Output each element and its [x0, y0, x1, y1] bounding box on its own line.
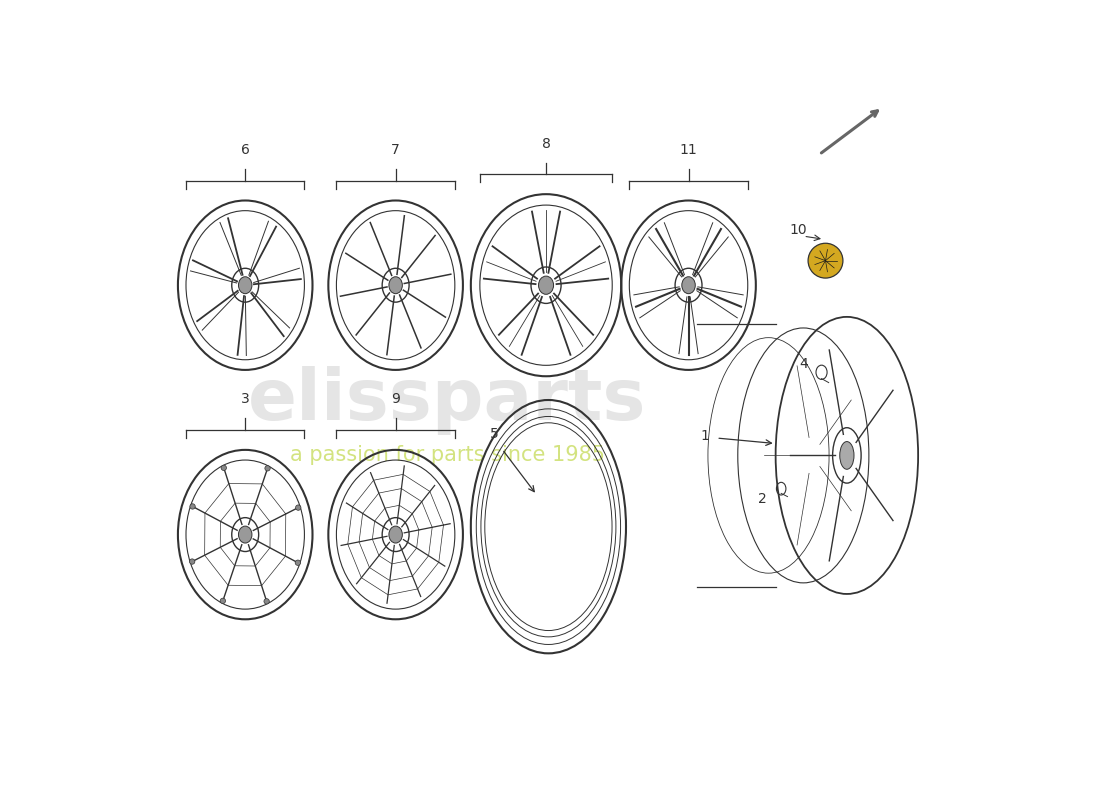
Ellipse shape	[389, 526, 403, 543]
Circle shape	[295, 560, 300, 566]
Text: 11: 11	[680, 143, 697, 157]
Text: 4: 4	[799, 358, 807, 371]
Text: a passion for parts since 1985: a passion for parts since 1985	[289, 446, 605, 466]
Ellipse shape	[239, 277, 252, 294]
Circle shape	[190, 504, 195, 509]
Text: 1: 1	[701, 429, 710, 442]
Ellipse shape	[539, 276, 553, 294]
Text: elissparts: elissparts	[248, 366, 647, 434]
Circle shape	[189, 559, 195, 564]
Ellipse shape	[682, 277, 695, 294]
Ellipse shape	[389, 277, 403, 294]
Text: 2: 2	[758, 492, 767, 506]
Circle shape	[264, 598, 270, 604]
Circle shape	[265, 466, 271, 471]
Circle shape	[296, 505, 301, 510]
Text: 3: 3	[241, 392, 250, 406]
Ellipse shape	[239, 526, 252, 543]
Text: 7: 7	[392, 143, 400, 157]
Text: 6: 6	[241, 143, 250, 157]
Text: 5: 5	[490, 427, 498, 441]
Circle shape	[220, 598, 225, 603]
Ellipse shape	[839, 442, 854, 470]
Circle shape	[808, 243, 843, 278]
Text: 8: 8	[541, 137, 550, 150]
Text: 10: 10	[789, 222, 806, 237]
Text: 9: 9	[392, 392, 400, 406]
Circle shape	[221, 465, 227, 470]
